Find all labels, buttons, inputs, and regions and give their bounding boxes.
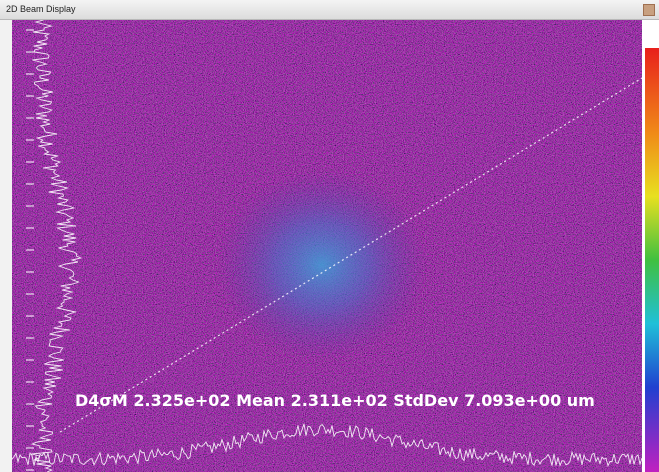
window-button[interactable] [643, 4, 655, 16]
horizontal-profile [11, 423, 643, 467]
beam-spot [217, 170, 427, 360]
color-scale-bar [645, 48, 659, 472]
profile-axis-line [59, 77, 643, 433]
vertical-profile [30, 20, 83, 472]
window-title: 2D Beam Display [6, 4, 76, 14]
beam-image-view: D4σM 2.325e+02 Mean 2.311e+02 StdDev 7.0… [0, 20, 659, 472]
measurement-readout: D4σM 2.325e+02 Mean 2.311e+02 StdDev 7.0… [75, 391, 595, 410]
title-bar: 2D Beam Display [0, 0, 659, 20]
left-margin [0, 20, 12, 472]
profile-traces [11, 20, 643, 472]
